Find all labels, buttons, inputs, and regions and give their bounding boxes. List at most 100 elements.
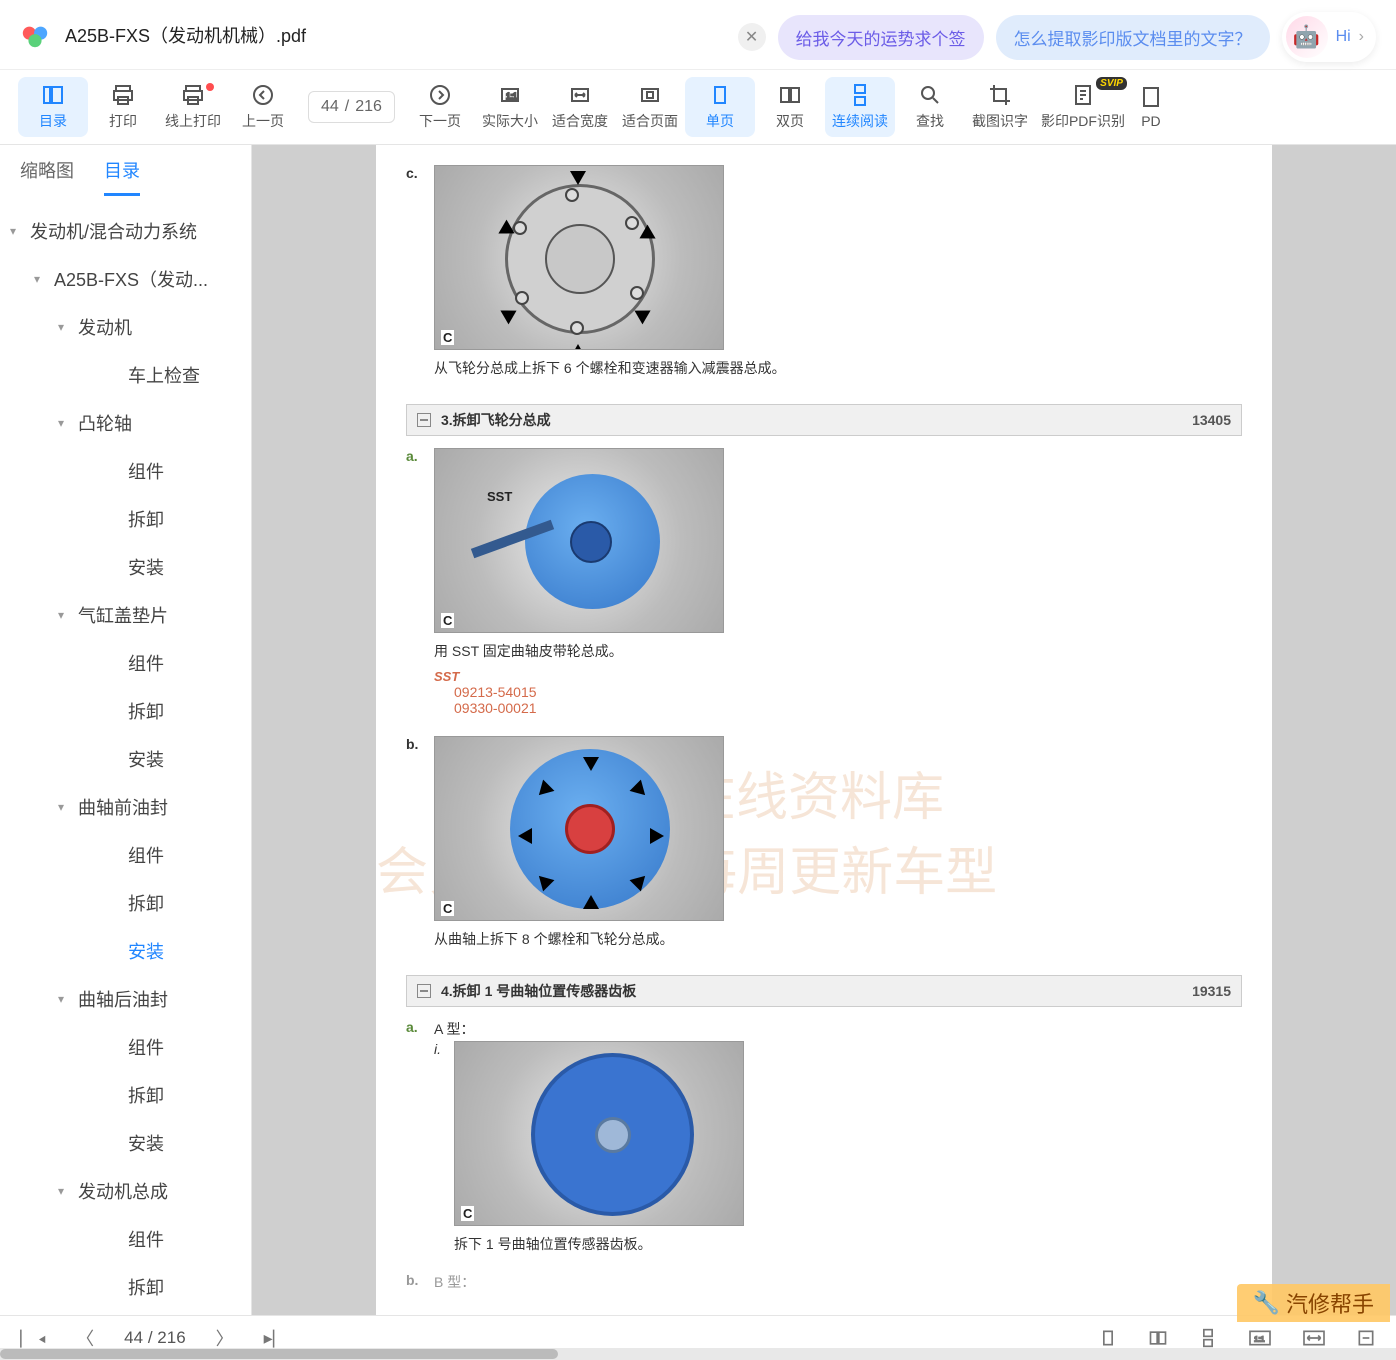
- continuous-label: 连续阅读: [832, 111, 888, 131]
- step-letter-a2: a.: [406, 1019, 434, 1262]
- toc-item[interactable]: ▾曲轴后油封: [0, 975, 251, 1023]
- online-print-button[interactable]: 线上打印: [158, 77, 228, 137]
- close-suggestions-button[interactable]: ✕: [738, 23, 766, 51]
- print-button[interactable]: 打印: [88, 77, 158, 137]
- toc-button[interactable]: 目录: [18, 77, 88, 137]
- first-page-button[interactable]: ⎸◂: [20, 1328, 46, 1349]
- toc-item[interactable]: 组件: [0, 1023, 251, 1071]
- next-page-button[interactable]: 下一页: [405, 77, 475, 137]
- actual-size-button[interactable]: 1:1 实际大小: [475, 77, 545, 137]
- app-logo-icon: [20, 20, 50, 50]
- toc-item[interactable]: 安装: [0, 543, 251, 591]
- caret-icon: ▾: [58, 320, 74, 334]
- tab-thumbnails[interactable]: 缩略图: [20, 157, 74, 196]
- last-page-button[interactable]: ▸⎸: [264, 1328, 291, 1349]
- suggestion-pill-fortune[interactable]: 给我今天的运势求个签: [778, 15, 984, 60]
- toc-item[interactable]: 拆卸: [0, 687, 251, 735]
- toc-item[interactable]: ▾气缸盖垫片: [0, 591, 251, 639]
- horizontal-scrollbar[interactable]: [0, 1348, 1396, 1360]
- figure-label-c4: C: [461, 1206, 474, 1221]
- fitw-label: 适合宽度: [552, 111, 608, 131]
- double-page-button[interactable]: 双页: [755, 77, 825, 137]
- scrollbar-thumb[interactable]: [0, 1349, 558, 1359]
- continuous-view-icon[interactable]: [1198, 1328, 1218, 1348]
- toc-item[interactable]: ▾凸轮轴: [0, 399, 251, 447]
- fit-width-footer-icon[interactable]: [1302, 1328, 1326, 1348]
- step-letter-i: i.: [434, 1041, 454, 1262]
- ocr-label: 截图识字: [972, 111, 1028, 131]
- double-view-icon[interactable]: [1148, 1328, 1168, 1348]
- toc-item[interactable]: ▾曲轴前油封: [0, 783, 251, 831]
- step-c-text: 从飞轮分总成上拆下 6 个螺栓和变速器输入减震器总成。: [434, 358, 1242, 378]
- toolbar: 目录 打印 线上打印 上一页 44 / 216 下一页 1:1 实际大小 适合宽…: [0, 70, 1396, 145]
- assistant-avatar[interactable]: 🤖 Hi ›: [1282, 12, 1376, 62]
- toc-item-label: 安装: [128, 1130, 164, 1156]
- svip-badge: SVIP: [1096, 77, 1127, 90]
- single-view-icon[interactable]: [1098, 1328, 1118, 1348]
- toc-item[interactable]: ▾发动机/混合动力系统: [0, 207, 251, 255]
- continuous-button[interactable]: 连续阅读: [825, 77, 895, 137]
- toc-item-label: 组件: [128, 1034, 164, 1060]
- fit-page-button[interactable]: 适合页面: [615, 77, 685, 137]
- suggestion-pill-ocr[interactable]: 怎么提取影印版文档里的文字？: [996, 15, 1270, 60]
- find-label: 查找: [916, 111, 944, 131]
- toc-item-label: 曲轴后油封: [78, 986, 168, 1012]
- toc-item[interactable]: ▾A25B-FXS（发动...: [0, 255, 251, 303]
- toc-item-label: 发动机/混合动力系统: [30, 218, 197, 244]
- document-page: c.: [376, 145, 1272, 1315]
- collapse-icon[interactable]: [417, 984, 431, 998]
- zoom-out-icon[interactable]: [1356, 1328, 1376, 1348]
- toc-item[interactable]: ▾发动机: [0, 303, 251, 351]
- corner-watermark-text: 汽修帮手: [1286, 1287, 1374, 1319]
- actual-size-footer-icon[interactable]: 1:1: [1248, 1328, 1272, 1348]
- double-label: 双页: [776, 111, 804, 131]
- toc-item-label: 安装: [128, 554, 164, 580]
- prev-page-button[interactable]: 上一页: [228, 77, 298, 137]
- toc-item[interactable]: 组件: [0, 831, 251, 879]
- tab-toc[interactable]: 目录: [104, 157, 140, 196]
- step-b2-type: B 型：: [434, 1272, 1242, 1292]
- toc-item[interactable]: 组件: [0, 1215, 251, 1263]
- toc-item[interactable]: 安装: [0, 927, 251, 975]
- pdf-ocr-button[interactable]: SVIP 影印PDF识别: [1035, 77, 1131, 137]
- toc-icon: [41, 83, 65, 107]
- pdl-button[interactable]: PD: [1131, 77, 1171, 137]
- toc-item[interactable]: 组件: [0, 639, 251, 687]
- notification-dot-icon: [206, 83, 214, 91]
- sidebar-tabs: 缩略图 目录: [0, 145, 251, 197]
- toc-item[interactable]: 拆卸: [0, 879, 251, 927]
- corner-watermark: 🔧 汽修帮手: [1237, 1284, 1390, 1322]
- collapse-icon[interactable]: [417, 413, 431, 427]
- pdl-label: PD: [1141, 113, 1160, 129]
- sidebar: 缩略图 目录 ▾发动机/混合动力系统▾A25B-FXS（发动...▾发动机车上检…: [0, 145, 252, 1315]
- figure-sensor-plate: C: [454, 1041, 744, 1226]
- toc-item-label: 安装: [128, 746, 164, 772]
- online-print-label: 线上打印: [165, 111, 221, 131]
- step-a-text: 用 SST 固定曲轴皮带轮总成。: [434, 641, 1242, 661]
- section4-code: 19315: [1192, 983, 1231, 999]
- toc-item[interactable]: 拆卸: [0, 1071, 251, 1119]
- toc-item[interactable]: 拆卸: [0, 1263, 251, 1311]
- prev-label: 上一页: [242, 111, 284, 131]
- fit-width-button[interactable]: 适合宽度: [545, 77, 615, 137]
- toc-item[interactable]: 安装: [0, 735, 251, 783]
- find-button[interactable]: 查找: [895, 77, 965, 137]
- actual-label: 实际大小: [482, 111, 538, 131]
- toc-item[interactable]: 组件: [0, 447, 251, 495]
- document-viewport[interactable]: c.: [252, 145, 1396, 1315]
- toc-item[interactable]: 安装: [0, 1311, 251, 1315]
- step-i-text: 拆下 1 号曲轴位置传感器齿板。: [454, 1234, 744, 1254]
- sst-label: SST: [434, 669, 1242, 684]
- toc-item[interactable]: 安装: [0, 1119, 251, 1167]
- toc-item-label: 拆卸: [128, 1082, 164, 1108]
- toc-item[interactable]: 拆卸: [0, 495, 251, 543]
- sst-num-1: 09213-54015: [454, 684, 1242, 700]
- page-number-input[interactable]: 44 / 216: [308, 91, 395, 123]
- toc-item[interactable]: ▾发动机总成: [0, 1167, 251, 1215]
- chevron-left-circle-icon: [251, 83, 275, 107]
- toc-tree: ▾发动机/混合动力系统▾A25B-FXS（发动...▾发动机车上检查▾凸轮轴组件…: [0, 197, 251, 1315]
- step-letter-c: c.: [406, 165, 434, 386]
- single-page-button[interactable]: 单页: [685, 77, 755, 137]
- toc-item[interactable]: 车上检查: [0, 351, 251, 399]
- screenshot-ocr-button[interactable]: 截图识字: [965, 77, 1035, 137]
